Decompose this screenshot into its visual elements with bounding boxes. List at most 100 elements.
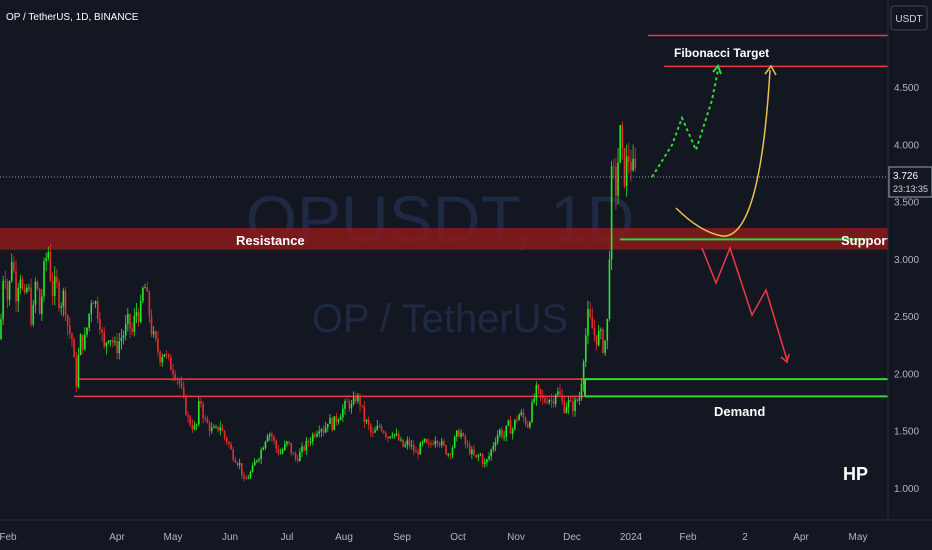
candle-body	[610, 166, 613, 260]
candle-body	[526, 424, 529, 428]
candle-body	[294, 453, 297, 459]
x-tick-label: Dec	[563, 532, 581, 543]
candle-body	[400, 439, 402, 441]
candle-body	[71, 333, 73, 340]
candle-body	[215, 426, 217, 428]
candle-body	[434, 441, 437, 445]
candle-body	[202, 403, 204, 419]
candle-body	[152, 331, 155, 335]
candle-body	[86, 327, 88, 335]
price-axis[interactable]	[888, 0, 932, 550]
candle-body	[440, 440, 443, 446]
candle-body	[241, 463, 243, 476]
candle-body	[499, 429, 501, 436]
candle-body	[486, 459, 488, 463]
candle-body	[137, 312, 140, 322]
candle-body	[318, 431, 320, 434]
candle-body	[339, 417, 342, 420]
candle-body	[449, 454, 452, 456]
candle-body	[342, 408, 344, 418]
time-axis[interactable]	[0, 520, 932, 550]
candle-body	[425, 438, 428, 444]
candle-body	[359, 395, 361, 406]
currency-button[interactable]	[890, 5, 928, 31]
candle-body	[251, 465, 254, 473]
candle-body	[563, 400, 566, 413]
candle-body	[363, 406, 366, 422]
candle-body	[464, 435, 467, 445]
candle-body	[488, 456, 490, 460]
candle-body	[561, 394, 563, 401]
candle-body	[77, 355, 80, 387]
candle-body	[443, 440, 445, 446]
x-tick-label: Apr	[109, 532, 125, 543]
x-tick-label: May	[849, 532, 868, 543]
x-tick-label: May	[164, 532, 183, 543]
candle-body	[66, 314, 69, 326]
candle-body	[374, 430, 376, 433]
candle-body	[260, 450, 262, 459]
candle-body	[217, 426, 219, 431]
candle-body	[34, 281, 37, 305]
candle-body	[327, 423, 329, 428]
fibonacci-label: Fibonacci Target	[674, 46, 769, 60]
candle-body	[404, 444, 406, 447]
candle-body	[253, 461, 256, 466]
candle-body	[232, 449, 234, 460]
candle-body	[344, 401, 346, 409]
x-tick-label: Oct	[450, 532, 466, 543]
candle-body	[574, 399, 576, 412]
candle-body	[389, 436, 391, 439]
candle-body	[277, 448, 280, 454]
candle-body	[284, 444, 286, 450]
candle-body	[292, 453, 295, 455]
candle-body	[144, 287, 146, 289]
candle-body	[546, 402, 548, 404]
candle-body	[262, 448, 265, 451]
candle-body	[198, 401, 200, 425]
candle-body	[589, 309, 591, 317]
candle-body	[101, 329, 103, 333]
candle-body	[410, 445, 413, 447]
candle-body	[47, 251, 50, 259]
candle-body	[357, 395, 359, 402]
candle-body	[180, 383, 183, 387]
candle-body	[148, 291, 151, 317]
candle-body	[361, 405, 363, 407]
candle-body	[473, 449, 475, 455]
candle-body	[430, 443, 432, 445]
candle-body	[593, 328, 596, 336]
candle-body	[10, 261, 13, 282]
price-axis-ticks: 4.500 4.000 3.500 3.000 2.500 2.000 1.500 1.000	[894, 83, 919, 495]
candle-body	[15, 270, 17, 302]
candle-body	[8, 281, 11, 301]
bullish-projection-arrowhead	[712, 64, 722, 75]
fibonacci-curve	[675, 69, 771, 237]
candle-body	[307, 440, 310, 443]
candle-body	[445, 445, 447, 455]
candle-body	[213, 426, 215, 428]
candle-body	[296, 458, 299, 462]
candle-body	[466, 444, 469, 446]
candle-body	[109, 340, 112, 342]
candle-body	[350, 403, 353, 409]
candle-body	[146, 287, 148, 292]
candle-body	[288, 441, 290, 443]
candle-body	[157, 339, 159, 352]
candle-body	[477, 455, 480, 457]
candle-body	[105, 342, 108, 347]
candle-body	[94, 301, 97, 305]
candle-body	[352, 397, 355, 404]
resistance-label: Resistance	[236, 233, 305, 248]
symbol-info: OP / TetherUS, 1D, BINANCE	[6, 12, 139, 23]
candle-body	[365, 420, 368, 422]
candle-body	[531, 402, 533, 423]
candle-body	[475, 454, 477, 457]
candle-body	[258, 458, 260, 461]
candle-body	[73, 339, 75, 358]
y-tick-label: 2.000	[894, 369, 919, 380]
price-badge-countdown: 23:13:35	[893, 184, 928, 194]
candle-body	[483, 462, 486, 465]
candle-body	[557, 391, 559, 395]
